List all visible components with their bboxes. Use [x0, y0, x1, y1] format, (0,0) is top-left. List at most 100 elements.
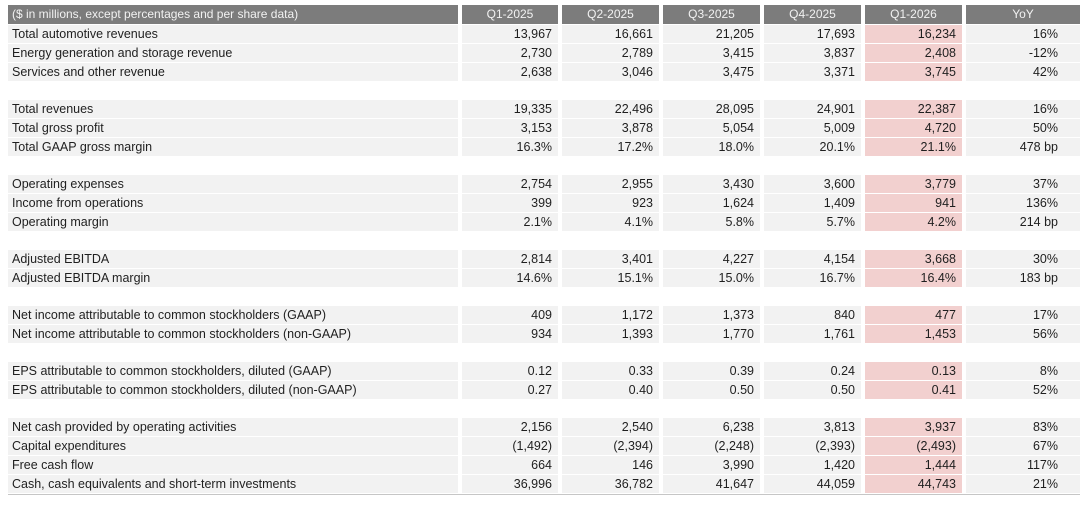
cell-q1-2026: 0.41	[865, 381, 962, 399]
cell-yoy: 83%	[966, 418, 1080, 436]
cell-q3-2025: 18.0%	[663, 138, 760, 156]
table-row: Total automotive revenues 13,967 16,661 21,…	[8, 25, 1080, 43]
cell-q3-2025: 1,624	[663, 194, 760, 212]
cell-q2-2025: (2,394)	[562, 437, 659, 455]
cell-yoy: 136%	[966, 194, 1080, 212]
cell-q1-2025: 399	[462, 194, 558, 212]
row-label: Cash, cash equivalents and short-term in…	[8, 475, 458, 493]
cell-q1-2026: 16,234	[865, 25, 962, 43]
cell-q1-2025: 664	[462, 456, 558, 474]
cell-q3-2025: 5.8%	[663, 213, 760, 231]
cell-q3-2025: 1,373	[663, 306, 760, 324]
cell-q1-2025: 36,996	[462, 475, 558, 493]
cell-q1-2026: 0.13	[865, 362, 962, 380]
cell-q2-2025: 3,046	[562, 63, 659, 81]
cell-yoy: 8%	[966, 362, 1080, 380]
cell-q1-2025: 409	[462, 306, 558, 324]
cell-q1-2025: 2,156	[462, 418, 558, 436]
cell-q1-2026: 3,668	[865, 250, 962, 268]
cell-q2-2025: 4.1%	[562, 213, 659, 231]
cell-yoy: 17%	[966, 306, 1080, 324]
row-label: Net income attributable to common stockh…	[8, 325, 458, 343]
cell-q3-2025: 41,647	[663, 475, 760, 493]
table-row: Adjusted EBITDA 2,814 3,401 4,227 4,154 3,668…	[8, 250, 1080, 268]
cell-q3-2025: 5,054	[663, 119, 760, 137]
cell-yoy: 214 bp	[966, 213, 1080, 231]
cell-q1-2026: 3,745	[865, 63, 962, 81]
row-label: Income from operations	[8, 194, 458, 212]
cell-q1-2026: 3,937	[865, 418, 962, 436]
cell-q4-2025: 4,154	[764, 250, 861, 268]
cell-q4-2025: 1,420	[764, 456, 861, 474]
cell-q2-2025: 0.40	[562, 381, 659, 399]
column-header-q3-2025: Q3-2025	[663, 5, 760, 24]
row-label: Operating expenses	[8, 175, 458, 193]
cell-q2-2025: 2,540	[562, 418, 659, 436]
cell-q4-2025: 0.24	[764, 362, 861, 380]
cell-q4-2025: 1,761	[764, 325, 861, 343]
cell-q4-2025: (2,393)	[764, 437, 861, 455]
row-label: Total automotive revenues	[8, 25, 458, 43]
cell-q1-2025: 2.1%	[462, 213, 558, 231]
cell-yoy: 37%	[966, 175, 1080, 193]
cell-q3-2025: 3,475	[663, 63, 760, 81]
table-row: Operating expenses 2,754 2,955 3,430 3,600 3,…	[8, 175, 1080, 193]
table-row: Adjusted EBITDA margin 14.6% 15.1% 15.0% 16.…	[8, 269, 1080, 287]
cell-yoy: 16%	[966, 25, 1080, 43]
cell-q1-2026: 4.2%	[865, 213, 962, 231]
cell-yoy: 21%	[966, 475, 1080, 493]
cell-q1-2026: 1,453	[865, 325, 962, 343]
cell-q4-2025: 840	[764, 306, 861, 324]
cell-q1-2026: 1,444	[865, 456, 962, 474]
cell-q2-2025: 16,661	[562, 25, 659, 43]
cell-yoy: 183 bp	[966, 269, 1080, 287]
cell-q4-2025: 16.7%	[764, 269, 861, 287]
cell-q1-2026: 16.4%	[865, 269, 962, 287]
cell-q2-2025: 146	[562, 456, 659, 474]
cell-q4-2025: 44,059	[764, 475, 861, 493]
cell-q4-2025: 0.50	[764, 381, 861, 399]
cell-q1-2025: 0.27	[462, 381, 558, 399]
table-body: Total automotive revenues 13,967 16,661 21,…	[8, 25, 1080, 493]
cell-q1-2026: 4,720	[865, 119, 962, 137]
table-header-row: ($ in millions, except percentages and p…	[8, 5, 1080, 24]
row-label: Adjusted EBITDA margin	[8, 269, 458, 287]
cell-yoy: -12%	[966, 44, 1080, 62]
cell-q2-2025: 22,496	[562, 100, 659, 118]
cell-yoy: 117%	[966, 456, 1080, 474]
cell-q2-2025: 3,401	[562, 250, 659, 268]
cell-q4-2025: 24,901	[764, 100, 861, 118]
table-row: Total GAAP gross margin 16.3% 17.2% 18.0% 20…	[8, 138, 1080, 156]
cell-q4-2025: 5.7%	[764, 213, 861, 231]
cell-q1-2026: 2,408	[865, 44, 962, 62]
cell-q3-2025: 1,770	[663, 325, 760, 343]
cell-q2-2025: 0.33	[562, 362, 659, 380]
table-row: Free cash flow 664 146 3,990 1,420 1,444 117%	[8, 456, 1080, 474]
column-header-q2-2025: Q2-2025	[562, 5, 659, 24]
cell-q3-2025: 3,430	[663, 175, 760, 193]
table-row: Net income attributable to common stockh…	[8, 306, 1080, 324]
cell-q1-2025: 2,638	[462, 63, 558, 81]
cell-q1-2026: 477	[865, 306, 962, 324]
cell-yoy: 16%	[966, 100, 1080, 118]
cell-q3-2025: 21,205	[663, 25, 760, 43]
cell-q1-2025: 16.3%	[462, 138, 558, 156]
group-spacer	[8, 157, 1080, 175]
row-label: Total revenues	[8, 100, 458, 118]
row-label: Free cash flow	[8, 456, 458, 474]
cell-q4-2025: 3,371	[764, 63, 861, 81]
table-row: EPS attributable to common stockholders,…	[8, 381, 1080, 399]
cell-q1-2026: 941	[865, 194, 962, 212]
cell-yoy: 67%	[966, 437, 1080, 455]
table-row: Energy generation and storage revenue 2,7…	[8, 44, 1080, 62]
cell-q3-2025: 0.39	[663, 362, 760, 380]
cell-q1-2026: 22,387	[865, 100, 962, 118]
row-label: Total gross profit	[8, 119, 458, 137]
cell-q3-2025: 15.0%	[663, 269, 760, 287]
cell-q2-2025: 3,878	[562, 119, 659, 137]
row-label: Net income attributable to common stockh…	[8, 306, 458, 324]
cell-q2-2025: 2,955	[562, 175, 659, 193]
cell-q1-2025: 934	[462, 325, 558, 343]
table-row: Operating margin 2.1% 4.1% 5.8% 5.7% 4.2% 214 …	[8, 213, 1080, 231]
cell-q1-2025: 2,730	[462, 44, 558, 62]
